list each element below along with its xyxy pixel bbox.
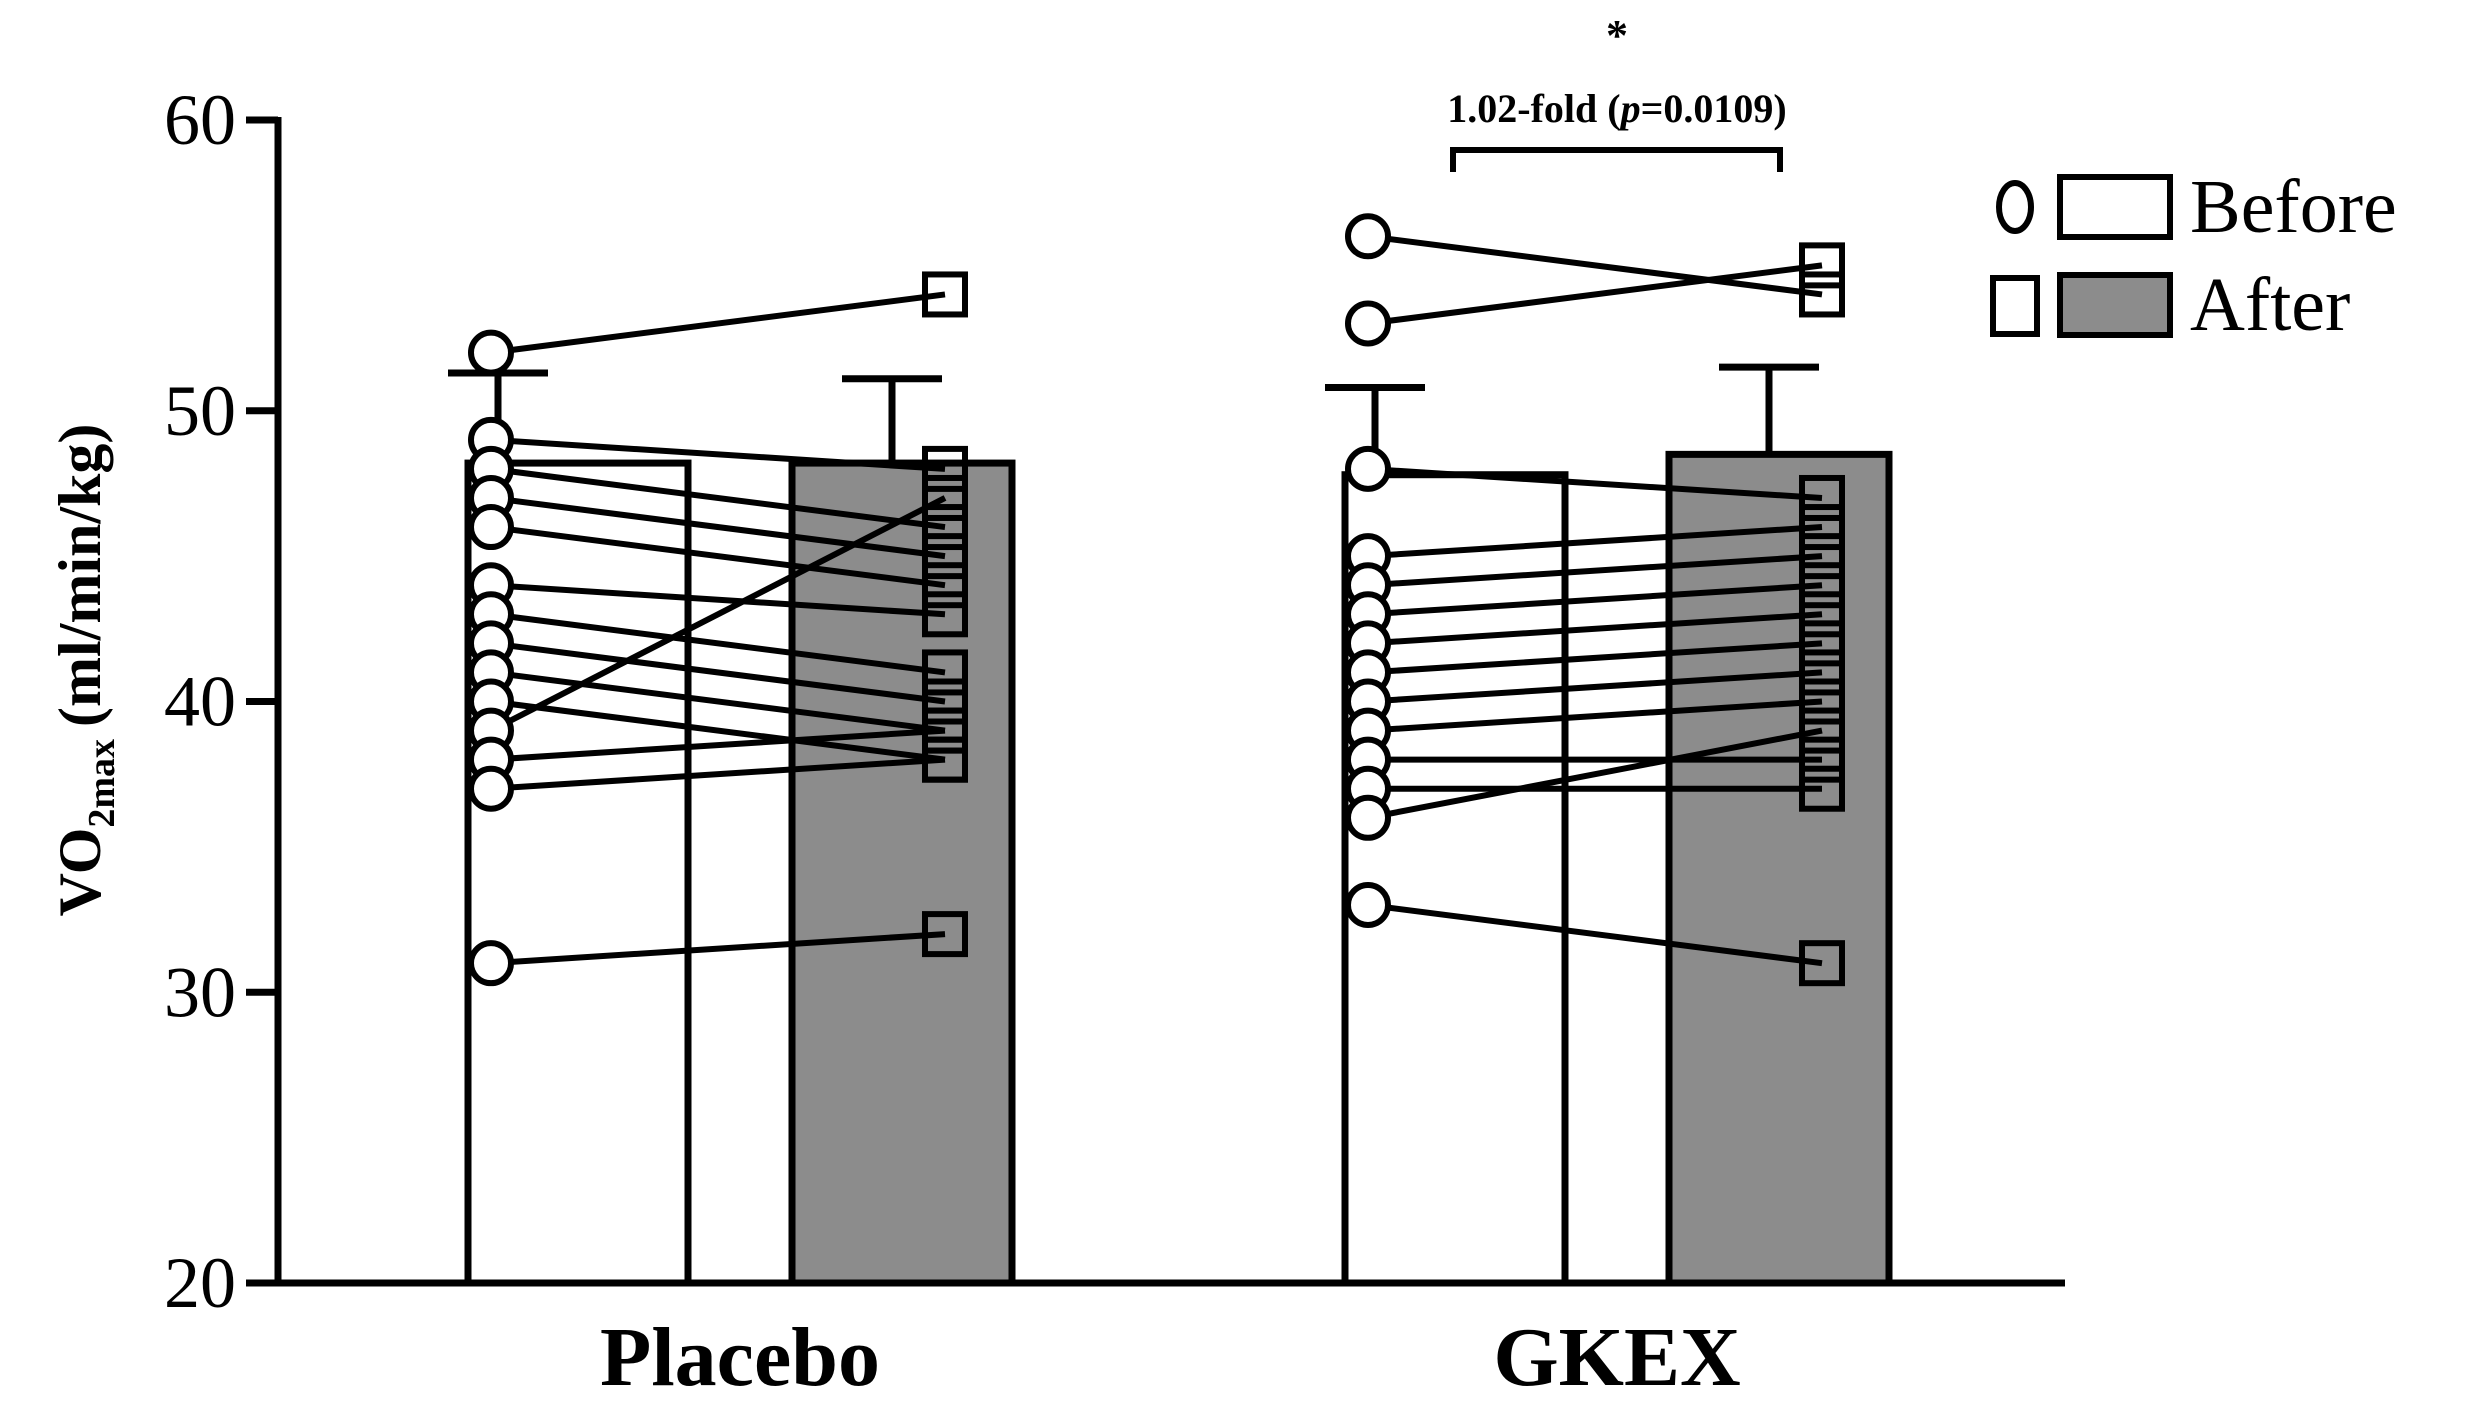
paired-line — [490, 436, 946, 472]
paired-line — [1367, 524, 1823, 560]
before-point-circle — [468, 765, 514, 812]
paired-line — [1367, 727, 1823, 821]
paired-line — [490, 640, 946, 705]
paired-line — [1367, 582, 1823, 618]
bars — [448, 363, 1893, 1287]
before-point-circle — [1345, 300, 1391, 347]
before-point-circle — [1345, 213, 1391, 260]
paired-points — [468, 213, 1845, 987]
after-point-square — [922, 474, 968, 521]
paired-line — [489, 495, 947, 734]
after-point-square — [1799, 649, 1845, 696]
after-point-square — [922, 533, 968, 580]
paired-line — [490, 611, 946, 676]
before-point-circle — [1345, 882, 1391, 929]
after-point-square — [922, 591, 968, 638]
after-point-square — [922, 678, 968, 725]
paired-line — [490, 756, 946, 792]
y-tick-label: 20 — [164, 1243, 236, 1323]
after-point-square — [922, 562, 968, 609]
y-axis-label-unit: (ml/min/kg) — [47, 424, 113, 727]
after-point-square — [922, 504, 968, 551]
legend-square-icon — [1990, 275, 2040, 337]
svg-text:VO2max(ml/min/kg): VO2max (ml/min/kg) — [47, 424, 123, 917]
x-category-label: GKEX — [1493, 1311, 1740, 1404]
legend-after-swatch — [2057, 272, 2173, 338]
paired-line — [1367, 902, 1823, 967]
paired-line — [1367, 465, 1823, 501]
after-point-square — [1799, 940, 1845, 987]
paired-line — [1367, 262, 1823, 327]
after-point-square — [1799, 707, 1845, 754]
after-point-square — [922, 649, 968, 696]
paired-line — [490, 524, 946, 589]
after-point-square — [1799, 504, 1845, 551]
paired-line — [490, 931, 946, 967]
y-axis-title: VO2max (ml/min/kg) — [47, 424, 123, 917]
paired-line — [490, 698, 946, 763]
before-point-circle — [1345, 794, 1391, 841]
after-point-square — [922, 736, 968, 783]
legend-item-after: After — [1990, 263, 2350, 347]
legend-circle-icon — [1996, 180, 2034, 234]
paired-line — [1367, 553, 1823, 589]
after-point-square — [922, 271, 968, 318]
paired-line — [1367, 233, 1823, 298]
paired-line — [490, 291, 946, 356]
paired-line — [490, 727, 946, 763]
after-point-square — [1799, 765, 1845, 812]
y-tick-label: 30 — [164, 952, 236, 1032]
after-point-square — [1799, 242, 1845, 289]
legend-before-swatch — [2057, 174, 2173, 240]
y-axis-label-sub: 2max — [81, 739, 123, 828]
bar-after — [1665, 450, 1893, 1287]
before-point-circle — [468, 504, 514, 551]
paired-line — [1367, 611, 1823, 647]
after-point-square — [1799, 474, 1845, 521]
significance-bracket — [1450, 147, 1783, 172]
fold-change-label: 1.02-fold (p=0.0109) — [1447, 86, 1786, 131]
after-point-square — [1799, 562, 1845, 609]
before-point-circle — [468, 940, 514, 987]
after-point-square — [1799, 678, 1845, 725]
after-point-square — [1799, 271, 1845, 318]
before-point-circle — [1345, 445, 1391, 492]
bar-after — [788, 459, 1016, 1287]
y-tick-label: 50 — [164, 371, 236, 451]
legend-after-label: After — [2190, 263, 2350, 347]
after-point-square — [1799, 620, 1845, 667]
y-axis-label-main: VO — [47, 828, 113, 917]
x-category-label: Placebo — [600, 1311, 880, 1404]
paired-line — [490, 465, 946, 531]
after-point-square — [922, 911, 968, 958]
paired-line — [1367, 698, 1823, 734]
after-point-square — [1799, 591, 1845, 638]
legend-item-before: Before — [1996, 165, 2397, 249]
after-point-square — [922, 707, 968, 754]
after-point-square — [1799, 533, 1845, 580]
after-point-square — [922, 445, 968, 492]
y-tick-label: 60 — [164, 80, 236, 160]
before-point-circle — [468, 329, 514, 376]
legend-before-label: Before — [2190, 165, 2397, 249]
paired-line — [490, 582, 946, 618]
paired-line — [1367, 669, 1823, 705]
axes: 20 30 40 50 60 Placebo GKEX — [164, 80, 2065, 1404]
paired-line — [490, 669, 946, 734]
significance-star: * — [1606, 11, 1628, 60]
y-tick-label: 40 — [164, 662, 236, 742]
significance-annotation: * 1.02-fold (p=0.0109) — [1447, 11, 1787, 172]
legend: Before After — [1990, 165, 2397, 347]
paired-line — [1367, 640, 1823, 676]
after-point-square — [1799, 736, 1845, 783]
paired-line — [490, 494, 946, 560]
